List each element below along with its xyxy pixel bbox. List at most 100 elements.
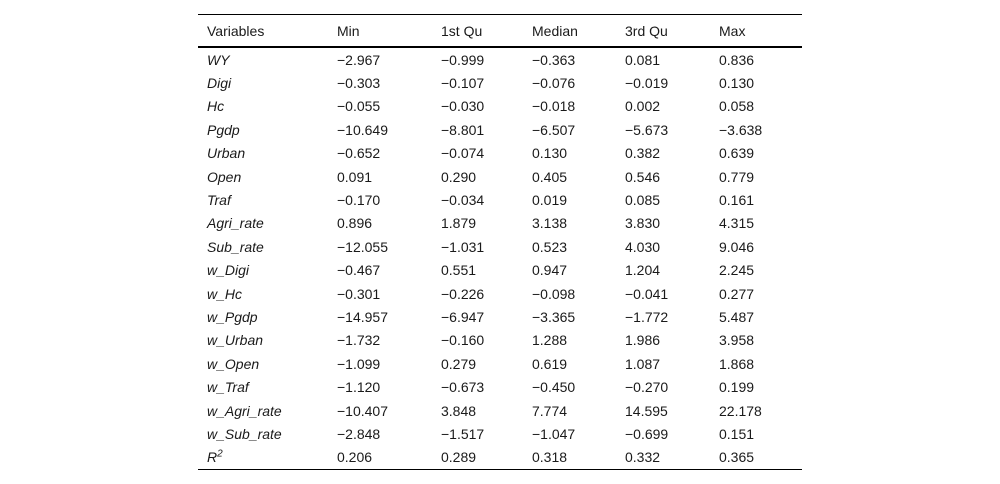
variable-name: w_Traf [207, 379, 249, 396]
statistic-value: −3.365 [532, 308, 576, 325]
statistic-value: 14.595 [625, 402, 668, 419]
table-row: Urban −0.652 −0.074 0.130 0.382 0.639 [198, 142, 802, 165]
table-row: WY −2.967 −0.999 −0.363 0.081 0.836 [198, 47, 802, 71]
superscript: 2 [217, 448, 223, 460]
statistic-value: 0.546 [625, 168, 661, 185]
statistic-value: −1.772 [625, 308, 669, 325]
statistic-value: 0.130 [532, 145, 568, 162]
statistic-value: 4.030 [625, 238, 661, 255]
summary-table-container: Variables Min 1st Qu Median 3rd Qu Max W… [198, 14, 802, 471]
statistic-value: −2.848 [337, 425, 381, 442]
table-header: Variables Min 1st Qu Median 3rd Qu Max [198, 15, 802, 47]
statistic-value: 7.774 [532, 402, 568, 419]
statistic-value: −0.467 [337, 262, 381, 279]
statistic-value: 22.178 [719, 402, 762, 419]
table-row: w_Open −1.099 0.279 0.619 1.087 1.868 [198, 352, 802, 375]
statistic-value: −0.450 [532, 379, 576, 396]
statistic-value: −0.034 [441, 192, 485, 209]
table-row: Digi −0.303 −0.107 −0.076 −0.019 0.130 [198, 71, 802, 94]
statistic-value: 0.279 [441, 355, 477, 372]
statistic-value: 1.087 [625, 355, 661, 372]
statistic-value: −0.226 [441, 285, 485, 302]
statistic-value: −1.120 [337, 379, 381, 396]
table-row: w_Traf −1.120 −0.673 −0.450 −0.270 0.199 [198, 375, 802, 398]
statistic-value: 0.382 [625, 145, 661, 162]
statistic-value: 0.551 [441, 262, 477, 279]
statistic-value: 0.277 [719, 285, 755, 302]
table-row: w_Hc −0.301 −0.226 −0.098 −0.041 0.277 [198, 282, 802, 305]
statistic-value: −0.363 [532, 51, 576, 68]
statistic-value: 0.639 [719, 145, 755, 162]
statistic-value: −6.947 [441, 308, 485, 325]
statistic-value: 0.405 [532, 168, 568, 185]
statistic-value: 0.058 [719, 98, 755, 115]
statistic-value: 0.091 [337, 168, 373, 185]
statistic-value: −0.074 [441, 145, 485, 162]
statistic-value: −0.301 [337, 285, 381, 302]
table-row: w_Agri_rate −10.407 3.848 7.774 14.595 22.178 [198, 399, 802, 422]
statistic-value: 3.958 [719, 332, 755, 349]
variable-name: Sub_rate [207, 238, 264, 255]
statistic-value: −0.030 [441, 98, 485, 115]
variable-name: w_Pgdp [207, 308, 258, 325]
statistic-value: 0.896 [337, 215, 373, 232]
table-row: Hc −0.055 −0.030 −0.018 0.002 0.058 [198, 95, 802, 118]
variable-name: Open [207, 168, 242, 185]
statistic-value: −14.957 [337, 308, 388, 325]
table-row: Open 0.091 0.290 0.405 0.546 0.779 [198, 165, 802, 188]
statistic-value: 0.206 [337, 449, 373, 466]
statistic-value: −12.055 [337, 238, 388, 255]
variable-name: Hc [207, 98, 225, 115]
statistic-value: 4.315 [719, 215, 755, 232]
statistic-value: 1.204 [625, 262, 661, 279]
statistic-value: −0.699 [625, 425, 669, 442]
variable-name: WY [207, 51, 230, 68]
statistic-value: 1.986 [625, 332, 661, 349]
statistic-value: −0.076 [532, 75, 576, 92]
variable-name: w_Sub_rate [207, 425, 282, 442]
statistic-value: 0.365 [719, 449, 755, 466]
statistic-value: −0.019 [625, 75, 669, 92]
statistic-value: 3.830 [625, 215, 661, 232]
statistic-value: 0.151 [719, 425, 755, 442]
statistic-value: 5.487 [719, 308, 755, 325]
table-row: w_Pgdp −14.957 −6.947 −3.365 −1.772 5.487 [198, 305, 802, 328]
table-row: w_Sub_rate −2.848 −1.517 −1.047 −0.699 0.151 [198, 422, 802, 445]
statistic-value: −8.801 [441, 121, 485, 138]
col-header-min: Min [337, 22, 360, 39]
statistic-value: −0.170 [337, 192, 381, 209]
statistic-value: −0.652 [337, 145, 381, 162]
statistic-value: −1.517 [441, 425, 485, 442]
statistic-value: 0.523 [532, 238, 568, 255]
statistic-value: 1.879 [441, 215, 477, 232]
col-header-variables: Variables [207, 22, 265, 39]
variable-name: w_Urban [207, 332, 264, 349]
statistic-value: 0.619 [532, 355, 568, 372]
statistic-value: 0.290 [441, 168, 477, 185]
statistic-value: −1.099 [337, 355, 381, 372]
descriptive-statistics-table: Variables Min 1st Qu Median 3rd Qu Max W… [198, 14, 802, 471]
statistic-value: 0.947 [532, 262, 568, 279]
variable-name: Urban [207, 145, 246, 162]
col-header-3rd-qu: 3rd Qu [625, 22, 668, 39]
variable-name: w_Agri_rate [207, 402, 282, 419]
statistic-value: −1.047 [532, 425, 576, 442]
statistic-value: 0.161 [719, 192, 755, 209]
statistic-value: 0.199 [719, 379, 755, 396]
statistic-value: −10.649 [337, 121, 388, 138]
statistic-value: 0.002 [625, 98, 661, 115]
statistic-value: −0.303 [337, 75, 381, 92]
statistic-value: 0.130 [719, 75, 755, 92]
statistic-value: −5.673 [625, 121, 669, 138]
col-header-max: Max [719, 22, 746, 39]
statistic-value: 0.085 [625, 192, 661, 209]
variable-name: w_Hc [207, 285, 243, 302]
statistic-value: −0.673 [441, 379, 485, 396]
table-row: Agri_rate 0.896 1.879 3.138 3.830 4.315 [198, 212, 802, 235]
statistic-value: −0.160 [441, 332, 485, 349]
statistic-value: −0.270 [625, 379, 669, 396]
col-header-median: Median [532, 22, 578, 39]
variable-name: w_Digi [207, 262, 250, 279]
statistic-value: −1.031 [441, 238, 485, 255]
variable-name: Agri_rate [207, 215, 264, 232]
